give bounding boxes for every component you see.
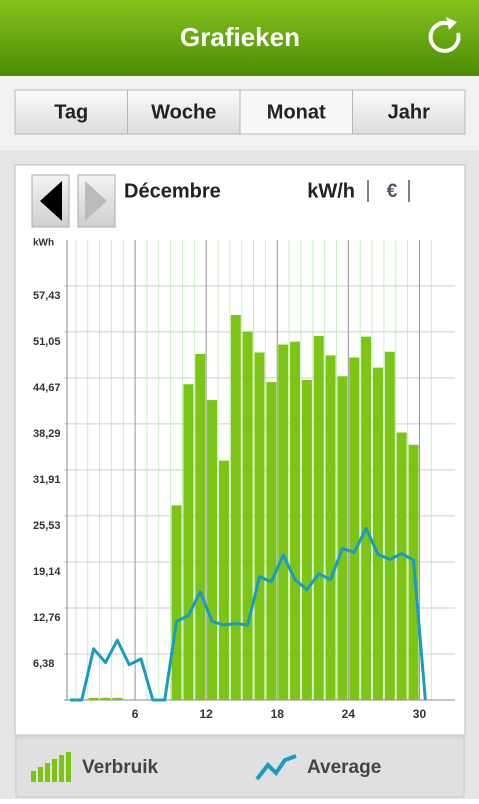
prev-button[interactable]: [31, 174, 70, 228]
y-tick-label: 38,29: [33, 428, 61, 440]
y-tick-label: 12,76: [33, 612, 61, 624]
bar: [301, 379, 312, 700]
bar: [230, 314, 241, 700]
next-arrow: [85, 181, 107, 221]
legend-bar: [15, 736, 465, 798]
month-label: Décembre: [124, 180, 221, 202]
legend-label: Average: [307, 757, 381, 778]
refresh-arrow: [446, 17, 457, 30]
tab-label: Tag: [54, 101, 88, 123]
bar: [325, 355, 336, 700]
bar: [112, 697, 123, 700]
tab[interactable]: Jahr: [352, 89, 466, 135]
bar: [372, 367, 383, 700]
prev-button-bg: [31, 174, 70, 228]
bar: [100, 697, 111, 700]
bar: [266, 382, 277, 700]
x-tick-label: 24: [342, 707, 356, 721]
header-title: Grafieken: [180, 22, 300, 52]
tab-label: Monat: [267, 101, 326, 123]
bar: [254, 352, 265, 700]
y-axis-label: kWh: [33, 238, 54, 249]
y-tick-label: 31,91: [33, 474, 61, 486]
legend-label: Verbruik: [82, 757, 158, 778]
refresh-icon: [428, 20, 461, 53]
line: [69, 526, 427, 702]
bar: [171, 505, 182, 700]
bar: [195, 353, 206, 700]
tab[interactable]: Monat: [239, 89, 353, 135]
y-tick-label: 51,05: [33, 336, 61, 348]
bar: [278, 344, 289, 700]
bar: [218, 460, 229, 700]
tab-label: Woche: [151, 101, 216, 123]
bar: [396, 432, 407, 700]
legend-line-icon: [255, 754, 297, 781]
bar: [88, 697, 99, 700]
header-bar: [0, 0, 479, 76]
x-tick-label: 30: [413, 707, 427, 721]
unit-kwh[interactable]: kW/h: [307, 180, 355, 202]
prev-arrow: [40, 181, 62, 221]
tab-bg: [352, 89, 466, 135]
tab[interactable]: Tag: [14, 89, 128, 135]
refresh-button[interactable]: [428, 17, 461, 53]
bar: [313, 335, 324, 700]
bar: [183, 384, 194, 700]
tab-bg: [14, 89, 128, 135]
unit-euro[interactable]: €: [387, 181, 398, 202]
x-tick-label: 12: [200, 707, 214, 721]
bar: [384, 351, 395, 700]
bar: [337, 376, 348, 700]
y-tick-label: 25,53: [33, 520, 61, 532]
tab[interactable]: Woche: [127, 89, 241, 135]
bar: [207, 400, 218, 700]
x-tick-label: 6: [132, 707, 139, 721]
bar: [242, 331, 253, 700]
y-tick-label: 57,43: [33, 290, 61, 302]
next-button[interactable]: [77, 174, 116, 228]
y-tick-label: 44,67: [33, 382, 61, 394]
bar: [349, 357, 360, 700]
y-tick-label: 19,14: [33, 566, 61, 578]
y-tick-label: 6,38: [33, 658, 54, 670]
bar: [290, 341, 301, 700]
bar: [361, 336, 372, 700]
tab-label: Jahr: [388, 101, 430, 123]
tab-bg: [127, 89, 241, 135]
legend-bar-icon: [31, 752, 71, 782]
x-tick-label: 18: [271, 707, 285, 721]
